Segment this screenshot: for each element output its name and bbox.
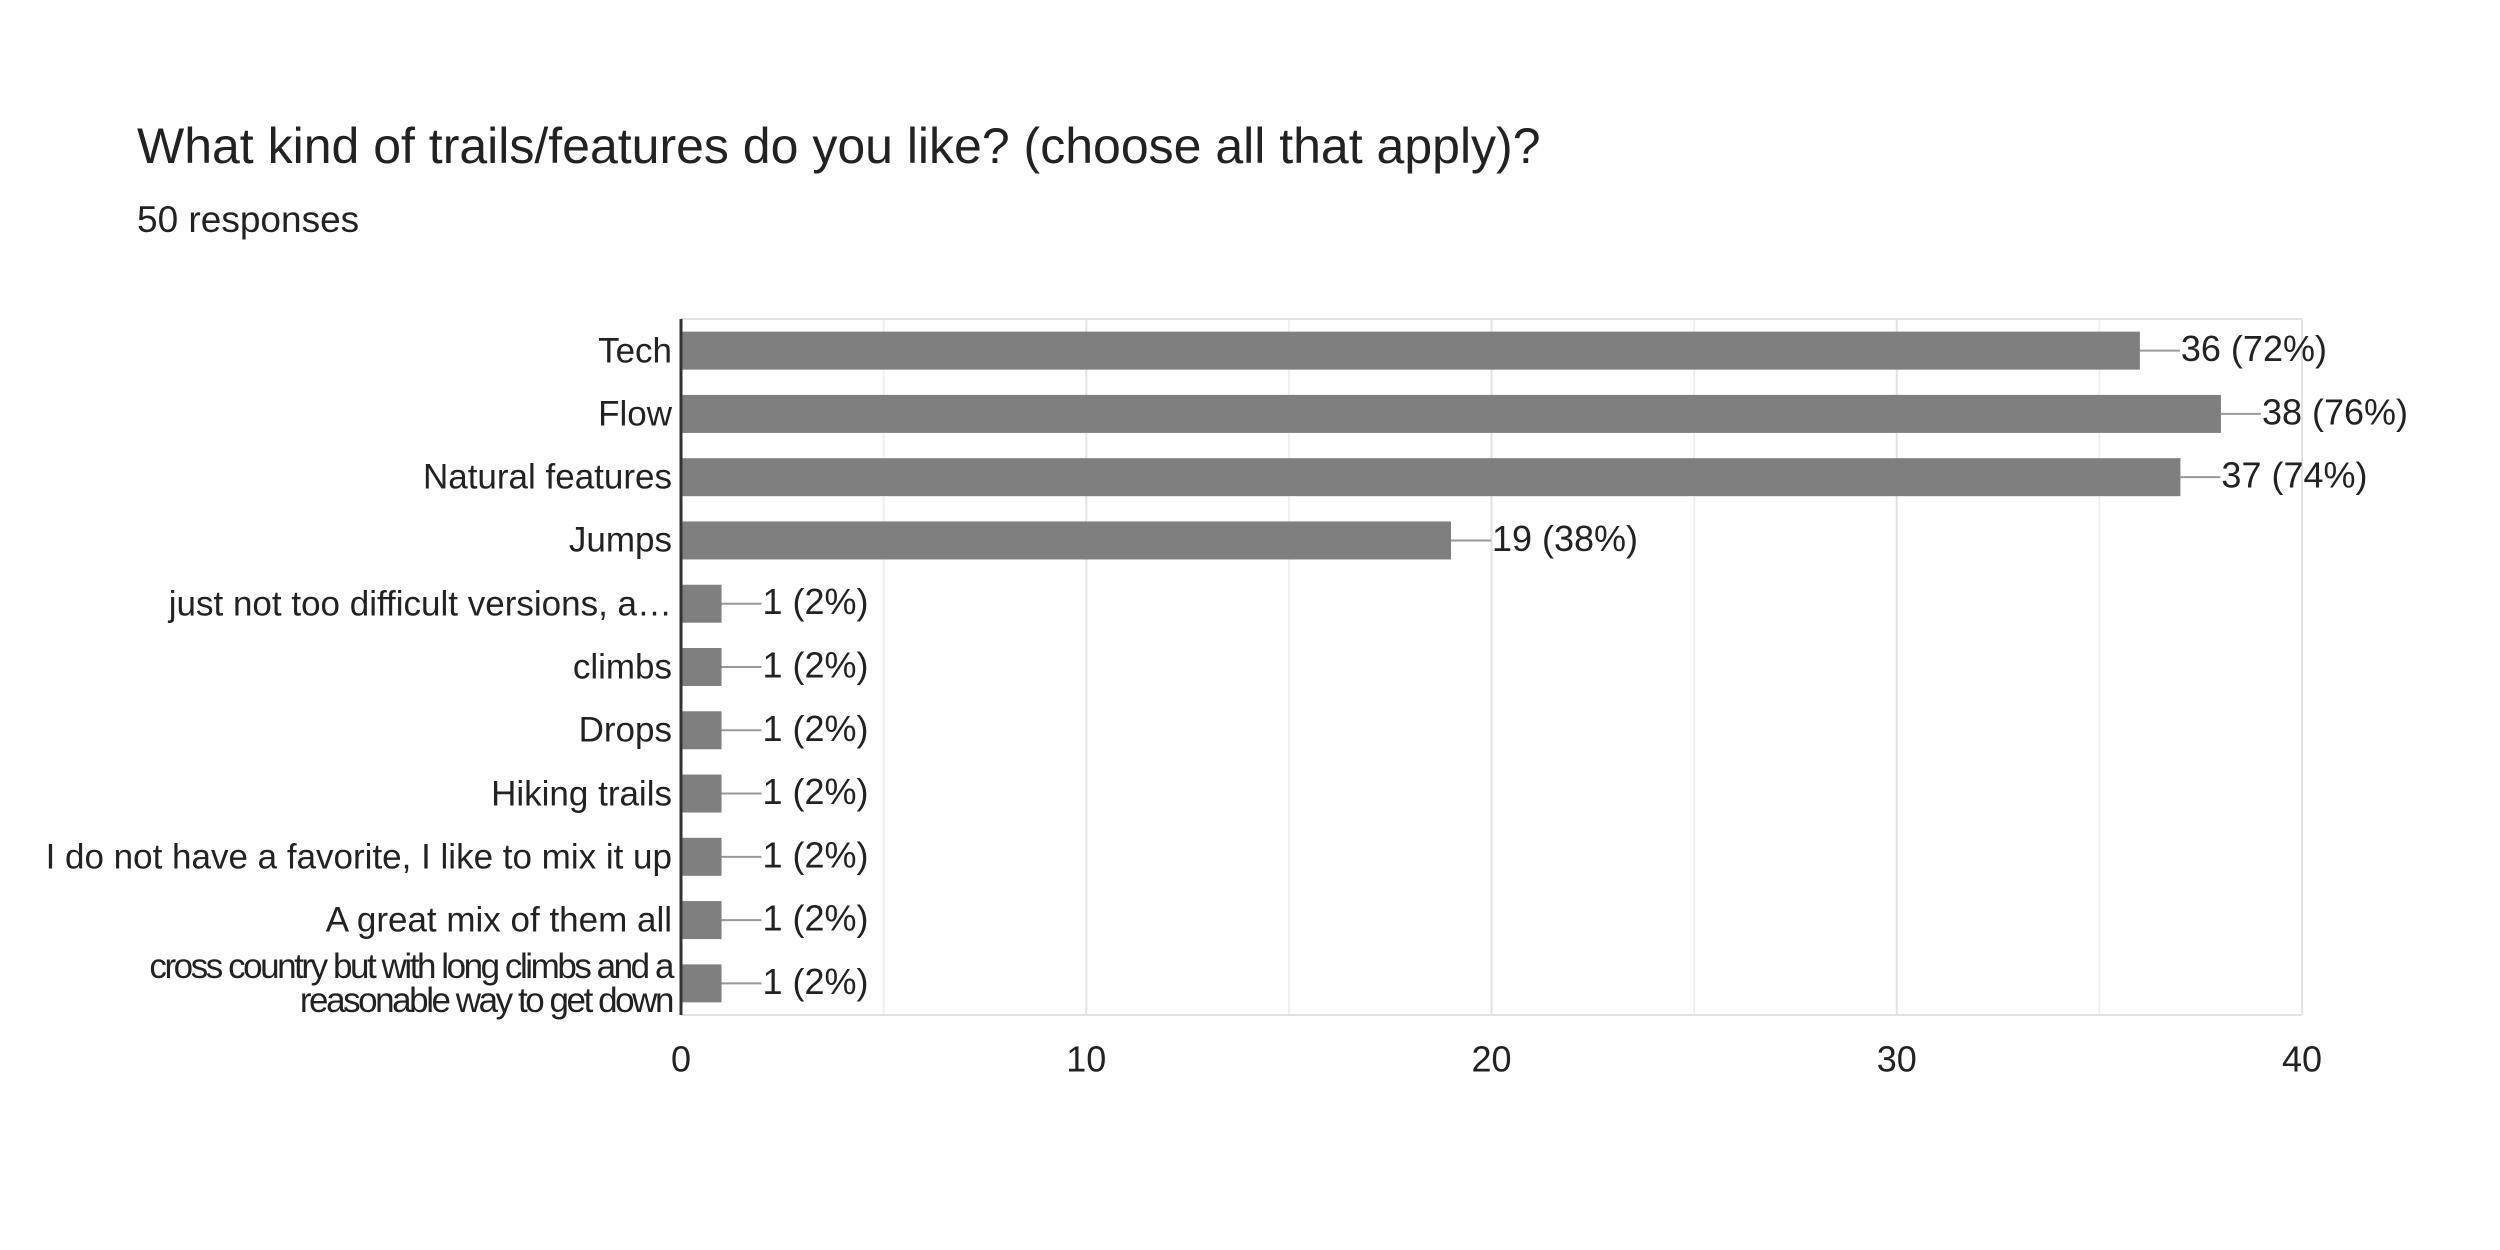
bar [681,521,1451,560]
category-label: just not too difficult versions, a… [168,584,672,624]
bar [681,648,722,686]
x-tick-label: 30 [1877,1039,1917,1080]
category-label: cross country but with long climbs and a… [149,947,674,1020]
value-label: 1 (2%) [763,708,869,749]
category-label: Drops [578,710,672,750]
bar [681,584,722,623]
value-label: 1 (2%) [763,771,869,812]
bar [681,774,722,813]
category-label: A great mix of them all [325,900,672,940]
category-label: Tech [598,331,672,370]
bar [681,394,2221,433]
category-label: climbs [572,647,672,687]
x-tick-label: 20 [1471,1039,1511,1080]
category-label: I do not have a favorite, I like to mix … [45,837,672,877]
category-label: Natural features [422,457,672,497]
bar [681,458,2181,497]
value-label: 36 (72%) [2181,328,2327,369]
bar [681,711,722,750]
bar [681,964,722,1003]
value-label: 1 (2%) [763,834,869,875]
value-label: 1 (2%) [763,581,869,622]
bar [681,331,2140,370]
value-label: 1 (2%) [763,898,869,939]
bar [681,901,722,940]
value-label: 1 (2%) [763,961,869,1002]
category-label: Hiking trails [491,773,672,813]
category-label: Flow [598,394,672,434]
chart-title: What kind of trails/features do you like… [137,118,1541,174]
value-label: 37 (74%) [2221,455,2367,496]
x-tick-label: 40 [2282,1039,2322,1080]
value-label: 38 (76%) [2262,391,2408,432]
chart-subtitle: 50 responses [137,199,359,240]
bar [681,837,722,876]
x-tick-label: 10 [1066,1039,1106,1080]
x-tick-label: 0 [671,1039,691,1080]
value-label: 19 (38%) [1492,518,1638,559]
category-label: Jumps [568,520,672,560]
value-label: 1 (2%) [763,645,869,686]
